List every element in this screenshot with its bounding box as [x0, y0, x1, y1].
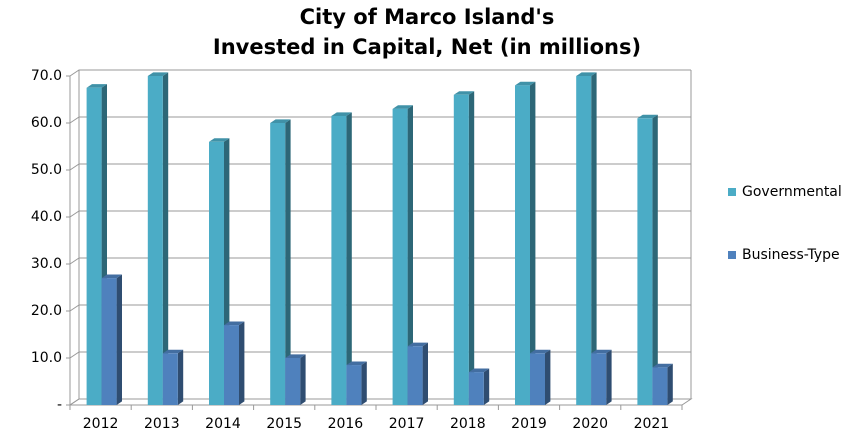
bar — [591, 353, 607, 405]
bar — [270, 123, 286, 405]
bar-side — [591, 72, 597, 406]
bar-top — [346, 361, 367, 366]
bar — [147, 76, 163, 405]
bar — [637, 118, 653, 406]
bar — [285, 358, 301, 405]
bar-side — [346, 112, 352, 405]
bar-top — [591, 349, 612, 354]
bar-side — [545, 349, 551, 405]
bar — [652, 367, 668, 405]
bar-side — [483, 368, 490, 405]
bar — [224, 325, 239, 405]
bar — [392, 108, 408, 406]
grid-line — [69, 210, 691, 218]
bar-top — [407, 342, 428, 347]
x-tick-label: 2017 — [389, 416, 425, 432]
bar — [468, 372, 484, 405]
bar-top — [515, 81, 536, 86]
bar — [346, 365, 362, 405]
x-tick-label: 2013 — [144, 416, 180, 432]
bar — [86, 87, 102, 405]
bar-side — [667, 363, 673, 405]
x-tick-label: 2014 — [205, 416, 241, 432]
grid-line — [69, 69, 691, 77]
bar-top — [101, 274, 122, 279]
bar-top — [392, 105, 413, 109]
y-tick-label: 50.0 — [31, 162, 62, 178]
y-tick-label: 40.0 — [31, 209, 62, 225]
bar-top — [86, 84, 107, 88]
grid-line — [69, 257, 691, 265]
x-tick-label: 2021 — [634, 416, 670, 432]
bar-side — [239, 321, 245, 405]
bar-side — [162, 72, 169, 406]
bar-side — [300, 354, 306, 405]
bar-top — [209, 138, 230, 142]
bar-side — [468, 91, 475, 405]
bar — [101, 278, 117, 405]
bar-top — [331, 112, 352, 116]
bar — [515, 85, 530, 406]
bar-side — [530, 81, 536, 406]
bar-top — [453, 91, 475, 95]
bar-side — [407, 105, 413, 406]
bar — [576, 76, 592, 405]
bar-top — [468, 368, 490, 373]
x-tick-label: 2015 — [266, 416, 302, 432]
bar-side — [116, 274, 122, 405]
x-tick-label: 2020 — [572, 416, 608, 432]
bar — [530, 353, 545, 405]
bar-side — [285, 119, 291, 406]
y-tick-label: 70.0 — [31, 68, 62, 84]
y-tick-label: 60.0 — [31, 115, 62, 131]
grid-line — [69, 351, 691, 359]
bar-top — [637, 114, 658, 119]
bar-side — [361, 361, 367, 405]
bar-side — [177, 349, 184, 405]
bar-top — [530, 349, 551, 354]
legend-swatch — [728, 188, 736, 196]
bar-side — [652, 114, 658, 405]
bar — [453, 94, 469, 406]
legend-swatch — [728, 251, 736, 259]
y-tick-label: 20.0 — [31, 303, 62, 319]
bar-top — [285, 354, 306, 358]
bar — [209, 141, 224, 406]
legend-label: Business-Type — [742, 247, 840, 263]
bar-side — [606, 349, 612, 405]
y-tick-label: - — [57, 397, 62, 413]
bar — [407, 346, 423, 405]
grid-line — [69, 304, 691, 312]
x-tick-label: 2012 — [83, 416, 119, 432]
chart-title: City of Marco Island's — [300, 5, 555, 29]
bar — [162, 353, 178, 405]
bar-top — [576, 72, 597, 76]
x-tick-label: 2019 — [511, 416, 547, 432]
y-tick-label: 30.0 — [31, 256, 62, 272]
y-tick-label: 10.0 — [31, 350, 62, 366]
x-tick-label: 2016 — [328, 416, 364, 432]
bar-top — [270, 119, 291, 123]
bar-top — [224, 321, 245, 326]
chart-title: Invested in Capital, Net (in millions) — [213, 35, 641, 59]
bar-side — [422, 342, 428, 405]
bar-top — [147, 72, 169, 76]
bar-top — [652, 363, 673, 368]
grid-line — [69, 163, 691, 171]
legend-label: Governmental — [742, 184, 842, 200]
x-tick-label: 2018 — [450, 416, 486, 432]
grid-line — [69, 116, 691, 124]
bar — [331, 115, 347, 405]
bar-top — [162, 349, 184, 354]
